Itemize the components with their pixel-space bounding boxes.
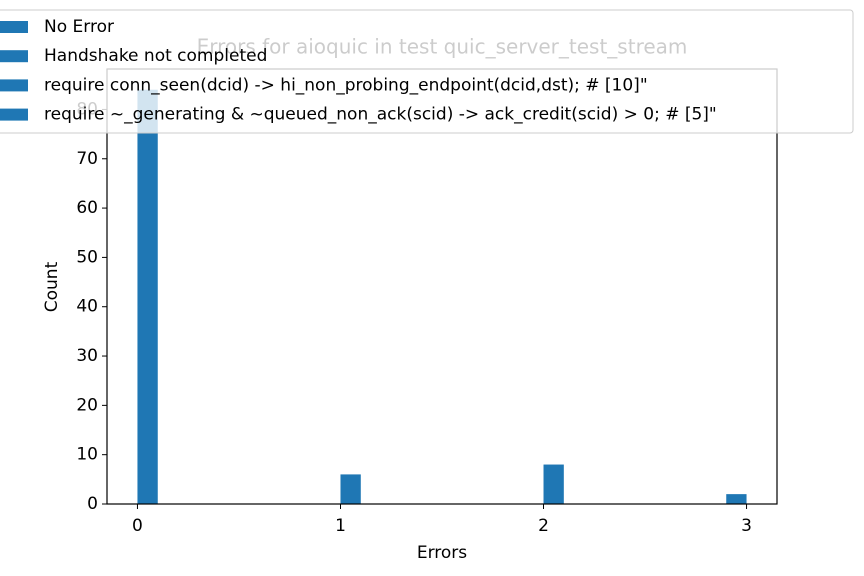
y-tick-label: 0 <box>87 494 98 514</box>
y-tick-label: 70 <box>76 149 98 169</box>
legend-swatch <box>0 21 28 33</box>
legend-swatch <box>0 50 28 63</box>
y-tick-label: 30 <box>76 346 98 366</box>
legend-label: require conn_seen(dcid) -> hi_non_probin… <box>44 75 648 95</box>
legend-swatch <box>0 79 28 92</box>
bar <box>340 474 361 504</box>
x-tick-label: 1 <box>335 516 346 536</box>
bar <box>543 464 564 504</box>
legend-label: No Error <box>44 17 114 37</box>
legend: No Error Handshake not completed require c… <box>0 9 854 134</box>
x-tick-label: 2 <box>538 516 549 536</box>
y-tick-label: 50 <box>76 247 98 267</box>
y-tick-label: 20 <box>76 395 98 415</box>
y-tick-label: 10 <box>76 445 98 465</box>
legend-label: Handshake not completed <box>44 46 267 66</box>
legend-swatch <box>0 108 28 121</box>
bar <box>137 89 158 504</box>
y-axis-label: Count <box>42 261 62 312</box>
legend-label: require ~_generating & ~queued_non_ack(s… <box>44 105 717 125</box>
x-tick-label: 0 <box>132 516 143 536</box>
y-tick-label: 40 <box>76 297 98 317</box>
y-tick-label: 60 <box>76 198 98 218</box>
x-axis-label: Errors <box>417 543 467 563</box>
legend-box <box>0 9 854 134</box>
x-tick-label: 3 <box>741 516 752 536</box>
bar <box>726 494 747 504</box>
axes-frame <box>106 68 778 505</box>
